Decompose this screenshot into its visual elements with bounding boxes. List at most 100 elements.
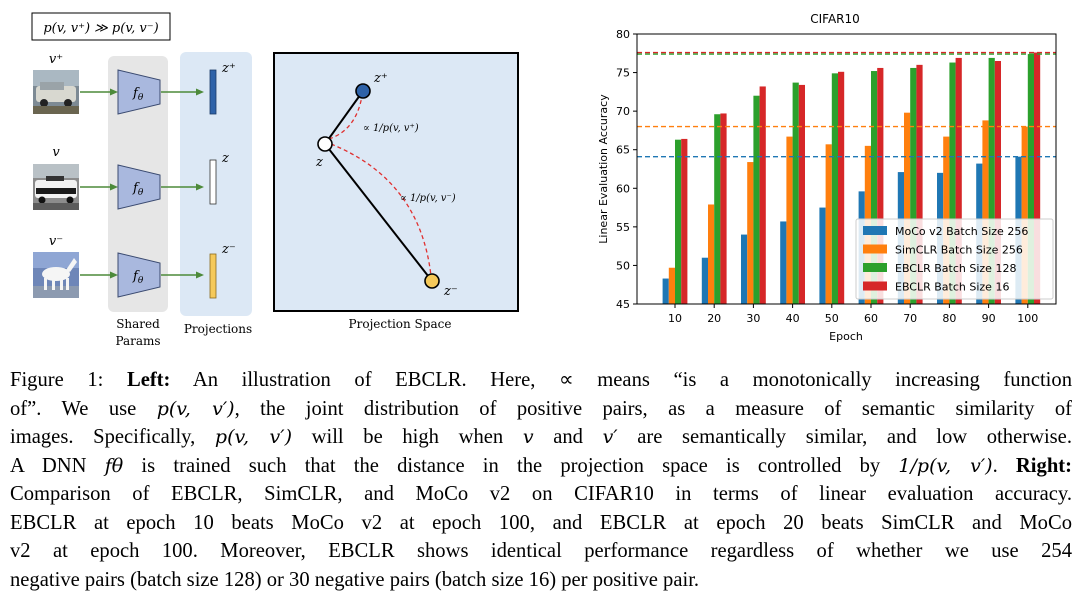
y-tick-label: 45 <box>616 298 630 311</box>
math-ftheta: fθ <box>104 454 124 477</box>
caption-text: An illustration of EBCLR. Here, ∝ means … <box>192 369 1072 391</box>
x-tick-label: 30 <box>746 312 760 325</box>
x-tick-label: 50 <box>825 312 839 325</box>
caption-text: images. Specifically, <box>10 426 215 448</box>
formula-text: p(v, v⁺) ≫ p(v, v⁻) <box>43 21 158 36</box>
math-pvv: p(v, v′) <box>214 426 292 448</box>
legend-swatch <box>863 226 887 235</box>
bar <box>786 136 793 304</box>
label-v-minus: v⁻ <box>49 234 63 249</box>
point-z <box>317 136 333 152</box>
legend-swatch <box>863 281 887 291</box>
bar <box>741 234 748 304</box>
svg-text:fθ: fθ <box>132 269 144 286</box>
shared-params-label: Shared <box>116 317 160 331</box>
bar <box>949 62 956 304</box>
projection-label-z: z <box>221 151 229 166</box>
input-arrows <box>80 88 118 279</box>
bar <box>681 138 688 304</box>
space-label-z-minus: z⁻ <box>443 284 458 299</box>
image-v-minus <box>33 252 79 298</box>
caption-text: Comparison of EBCLR, SimCLR, and MoCo v2… <box>10 483 1072 505</box>
y-tick-label: 75 <box>616 67 630 80</box>
bar <box>747 162 754 304</box>
caption-line-3: images. Specifically, p(v, v′) will be h… <box>10 423 1072 452</box>
bar <box>982 120 989 305</box>
math-v: v <box>522 426 534 448</box>
math-pvv: p(v, v′) <box>156 397 235 420</box>
bar <box>708 204 715 304</box>
left-label: Left: <box>126 369 171 391</box>
prop-neg-label: ∝ 1/p(v, v⁻) <box>400 193 456 204</box>
bar <box>838 71 845 304</box>
x-tick-label: 20 <box>707 312 721 325</box>
bar <box>1034 52 1041 305</box>
projection-space-label: Projection Space <box>349 317 452 331</box>
bar <box>831 73 838 304</box>
x-tick-label: 90 <box>982 312 996 325</box>
projection-z-plus <box>209 69 217 115</box>
x-tick-label: 60 <box>864 312 878 325</box>
legend-entry: MoCo v2 Batch Size 256 <box>895 225 1028 238</box>
x-tick-label: 40 <box>786 312 800 325</box>
chart-title: CIFAR10 <box>810 12 860 26</box>
x-tick-label: 80 <box>942 312 956 325</box>
y-tick-label: 50 <box>616 259 630 272</box>
caption-text: negative pairs (batch size 128) or 30 ne… <box>10 568 700 591</box>
projection-z <box>209 159 217 205</box>
point-z-minus <box>424 273 440 289</box>
caption-text: is trained such that the distance in the… <box>123 454 899 477</box>
y-tick-label: 55 <box>616 221 630 234</box>
legend-swatch <box>863 244 887 254</box>
caption-text: of”. We use <box>10 397 157 420</box>
figure-caption: Figure 1: Left: An illustration of EBCLR… <box>10 366 1072 594</box>
legend-entry: EBCLR Batch Size 128 <box>895 262 1016 275</box>
caption-line-1: Figure 1: Left: An illustration of EBCLR… <box>10 366 1072 395</box>
dashed-neg <box>330 143 432 277</box>
bar <box>759 86 766 304</box>
ebclr-illustration: p(v, v⁺) ≫ p(v, v⁻) v⁺ v v⁻ <box>31 12 519 348</box>
y-axis-label: Linear Evaluation Accuracy <box>597 94 610 244</box>
bar <box>792 82 799 304</box>
caption-line-8: negative pairs (batch size 128) or 30 ne… <box>10 566 1072 595</box>
dashed-pos <box>328 95 363 140</box>
legend-swatch <box>863 263 887 272</box>
caption-text: are semantically similar, and low otherw… <box>617 426 1072 448</box>
right-label: Right: <box>1015 454 1072 477</box>
bar <box>720 113 727 304</box>
encoder-top: fθ <box>117 69 161 115</box>
x-axis-label: Epoch <box>829 330 863 343</box>
prop-pos-label: ∝ 1/p(v, v⁺) <box>363 123 419 134</box>
encoder-bottom: fθ <box>117 252 161 298</box>
caption-line-5: Comparison of EBCLR, SimCLR, and MoCo v2… <box>10 480 1072 509</box>
x-tick-label: 10 <box>668 312 682 325</box>
label-v: v <box>52 145 60 160</box>
bar <box>1021 126 1028 304</box>
space-label-z: z <box>315 155 323 170</box>
line-z-zminus <box>324 143 433 282</box>
bar <box>675 139 682 304</box>
caption-text: . <box>992 454 998 477</box>
line-z-zplus <box>324 90 364 145</box>
caption-line-7: v2 at epoch 100. Moreover, EBCLR shows i… <box>10 537 1072 566</box>
caption-text: and <box>533 426 603 448</box>
bar <box>877 67 884 304</box>
bar <box>955 57 962 304</box>
bar <box>904 112 911 304</box>
bar <box>714 114 721 304</box>
accuracy-bar-chart: CIFAR10 45 50 55 60 65 70 75 80 10 20 30 40 50 60 70 8… <box>597 12 1057 343</box>
bar <box>780 221 787 304</box>
caption-text: EBCLR at epoch 10 beats MoCo v2 at epoch… <box>10 511 1072 534</box>
projections-label: Projections <box>184 322 252 336</box>
point-z-plus <box>355 83 371 99</box>
label-v-plus: v⁺ <box>49 52 63 67</box>
bar <box>871 71 878 305</box>
y-tick-label: 60 <box>616 182 630 195</box>
shared-params-label-2: Params <box>115 334 160 348</box>
caption-text: A DNN <box>10 454 105 477</box>
projection-label-z-minus: z⁻ <box>221 242 236 257</box>
legend: MoCo v2 Batch Size 256 SimCLR Batch Size … <box>855 218 1054 300</box>
caption-line-4: A DNN fθ is trained such that the distan… <box>10 452 1072 481</box>
caption-line-6: EBCLR at epoch 10 beats MoCo v2 at epoch… <box>10 509 1072 538</box>
caption-text: , the joint distribution of positive pai… <box>234 397 1072 420</box>
